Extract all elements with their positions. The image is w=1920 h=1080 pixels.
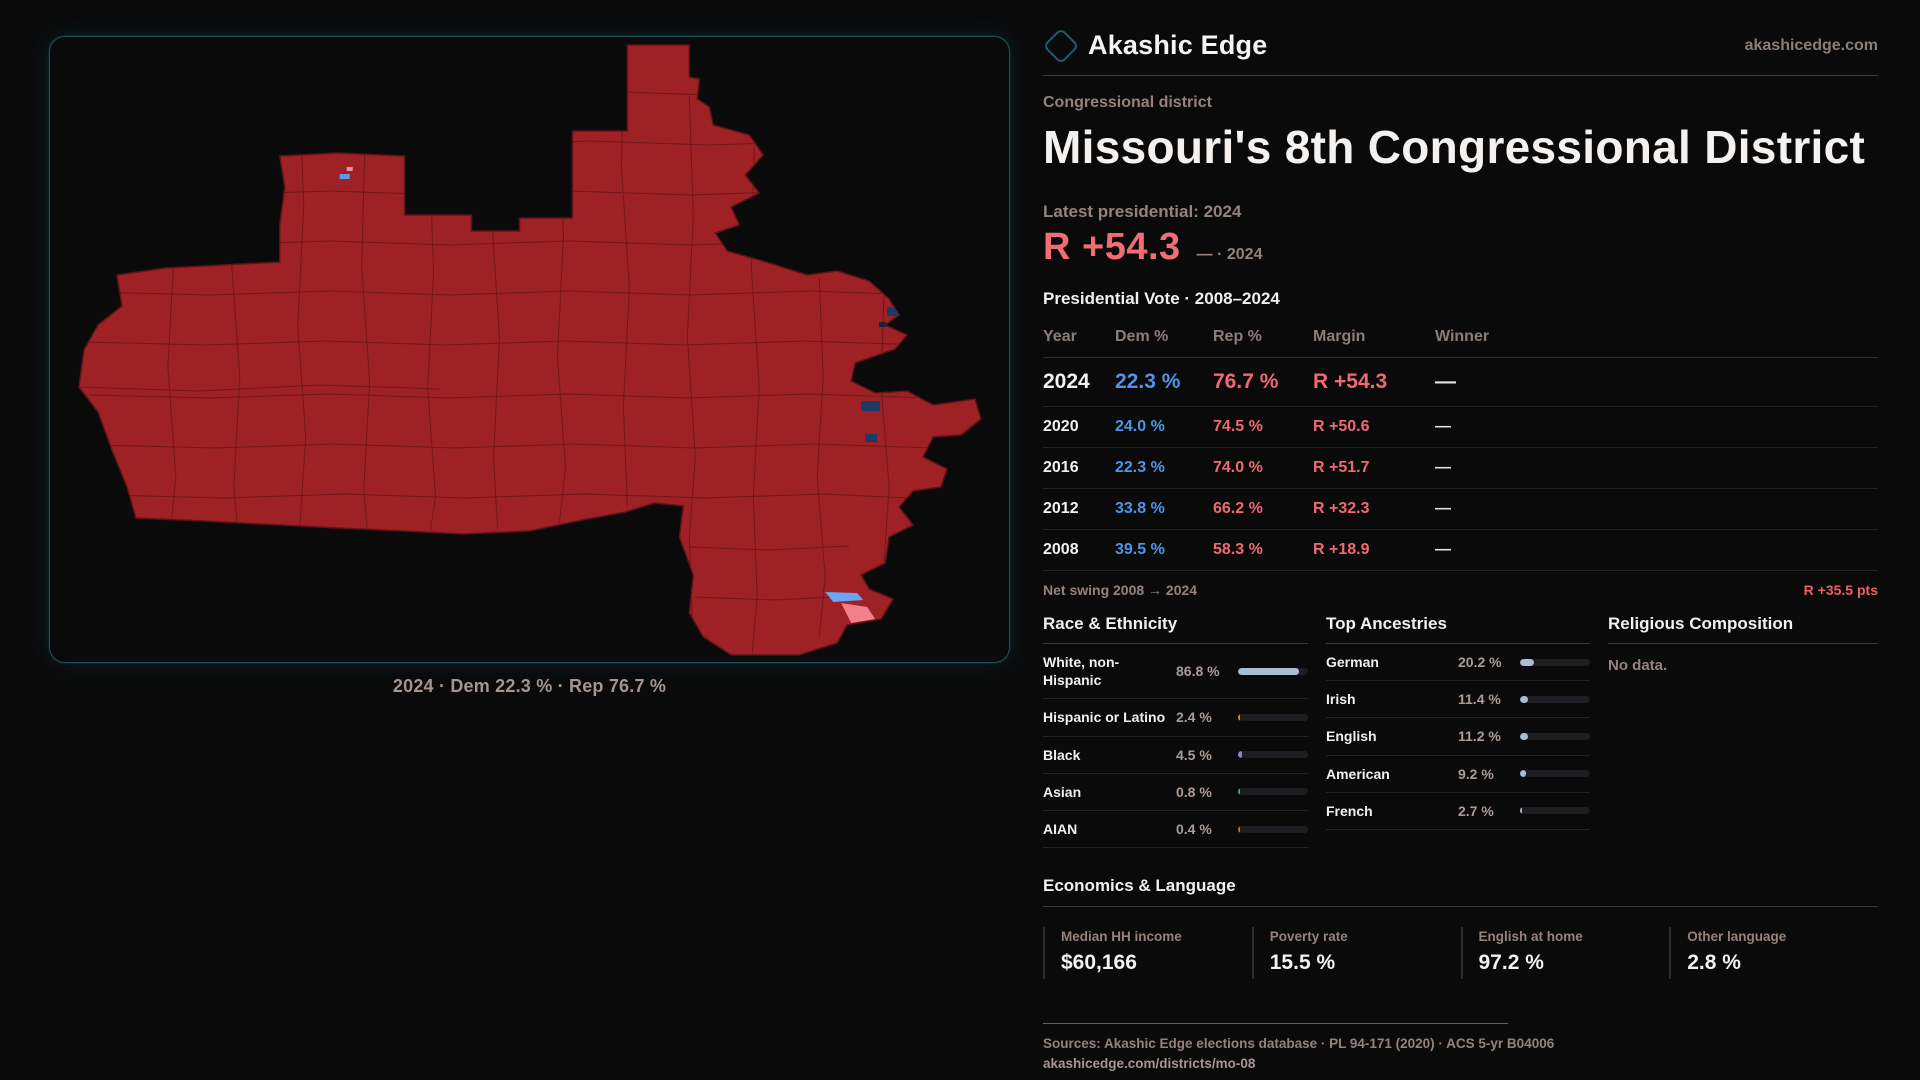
table-header-row: Year Dem % Rep % Margin Winner: [1043, 317, 1878, 358]
list-item: American 9.2 %: [1326, 756, 1590, 793]
stat-card: Median HH income $60,166: [1043, 927, 1252, 980]
net-swing-label: Net swing 2008 → 2024: [1043, 582, 1198, 598]
economics-title: Economics & Language: [1043, 876, 1878, 908]
diamond-logo-icon: [1042, 27, 1080, 64]
stat-bar: [1520, 807, 1590, 815]
stat-bar: [1238, 788, 1308, 796]
sources-footer: Sources: Akashic Edge elections database…: [1043, 1023, 1878, 1071]
stat-card: English at home 97.2 %: [1460, 927, 1670, 980]
stat-bar: [1520, 770, 1590, 778]
race-ethnicity-title: Race & Ethnicity: [1043, 614, 1308, 644]
col-rep: Rep %: [1213, 328, 1262, 345]
religion-no-data: No data.: [1608, 657, 1668, 674]
brand-name: Akashic Edge: [1088, 30, 1268, 60]
net-swing-value: R +35.5 pts: [1803, 582, 1878, 598]
table-row: 2008 39.5 % 58.3 % R +18.9 —: [1043, 530, 1878, 571]
brand-domain-link[interactable]: akashicedge.com: [1744, 36, 1878, 54]
permalink[interactable]: akashicedge.com/districts/mo-08: [1043, 1056, 1256, 1072]
latest-margin-value: R +54.3: [1043, 226, 1181, 268]
stat-card: Poverty rate 15.5 %: [1251, 927, 1461, 980]
stat-bar: [1520, 658, 1590, 666]
district-type-label: Congressional district: [1043, 94, 1212, 111]
vote-table: Year Dem % Rep % Margin Winner 2024 22.3…: [1043, 317, 1878, 571]
list-item: Hispanic or Latino 2.4 %: [1043, 699, 1308, 737]
list-item: Asian 0.8 %: [1043, 774, 1308, 811]
col-winner: Winner: [1435, 328, 1490, 345]
col-dem: Dem %: [1115, 328, 1169, 345]
economics-stats: Median HH income $60,166 Poverty rate 15…: [1043, 927, 1878, 980]
list-item: Black 4.5 %: [1043, 737, 1308, 774]
info-panel: Akashic Edge akashicedge.com Congression…: [1042, 27, 1878, 1071]
table-row: 2024 22.3 % 76.7 % R +54.3 —: [1043, 358, 1878, 407]
stat-bar: [1238, 713, 1308, 721]
vote-table-title: Presidential Vote · 2008–2024: [1043, 289, 1280, 308]
list-item: English 11.2 %: [1326, 718, 1590, 756]
religion-panel: Religious Composition No data.: [1608, 614, 1878, 848]
table-row: 2012 33.8 % 66.2 % R +32.3 —: [1043, 489, 1878, 530]
list-item: German 20.2 %: [1326, 644, 1590, 682]
stat-bar: [1238, 667, 1308, 675]
list-item: Irish 11.4 %: [1326, 681, 1590, 719]
table-row: 2016 22.3 % 74.0 % R +51.7 —: [1043, 448, 1878, 489]
table-row: 2020 24.0 % 74.5 % R +50.6 —: [1043, 407, 1878, 448]
stat-bar: [1520, 695, 1590, 703]
latest-margin-row: R +54.3 — · 2024: [1043, 226, 1878, 269]
list-item: AIAN 0.4 %: [1043, 811, 1308, 849]
demographics-section: Race & Ethnicity White, non-Hispanic 86.…: [1043, 614, 1878, 849]
col-margin: Margin: [1313, 328, 1366, 345]
race-ethnicity-panel: Race & Ethnicity White, non-Hispanic 86.…: [1043, 614, 1308, 849]
sources-text: Sources: Akashic Edge elections database…: [1043, 1036, 1555, 1052]
ancestries-panel: Top Ancestries German 20.2 % Irish 11.4 …: [1326, 614, 1590, 848]
latest-presidential-label: Latest presidential: 2024: [1043, 202, 1242, 221]
stat-bar: [1520, 732, 1590, 740]
stat-bar: [1238, 825, 1308, 833]
stat-bar: [1238, 751, 1308, 759]
stat-card: Other language 2.8 %: [1669, 927, 1878, 980]
list-item: French 2.7 %: [1326, 793, 1590, 830]
net-swing-row: Net swing 2008 → 2024 R +35.5 pts: [1043, 571, 1878, 604]
page-title: Missouri's 8th Congressional District: [1043, 121, 1866, 173]
district-shape: [78, 44, 982, 656]
list-item: White, non-Hispanic 86.8 %: [1043, 644, 1308, 700]
latest-margin-note: — · 2024: [1196, 246, 1263, 263]
header: Akashic Edge akashicedge.com: [1042, 27, 1878, 76]
map-caption: 2024 · Dem 22.3 % · Rep 76.7 %: [392, 676, 667, 696]
col-year: Year: [1043, 328, 1077, 345]
district-map-panel: [49, 36, 1010, 663]
religion-title: Religious Composition: [1608, 614, 1878, 644]
district-map: [78, 44, 982, 656]
ancestries-title: Top Ancestries: [1326, 614, 1590, 644]
